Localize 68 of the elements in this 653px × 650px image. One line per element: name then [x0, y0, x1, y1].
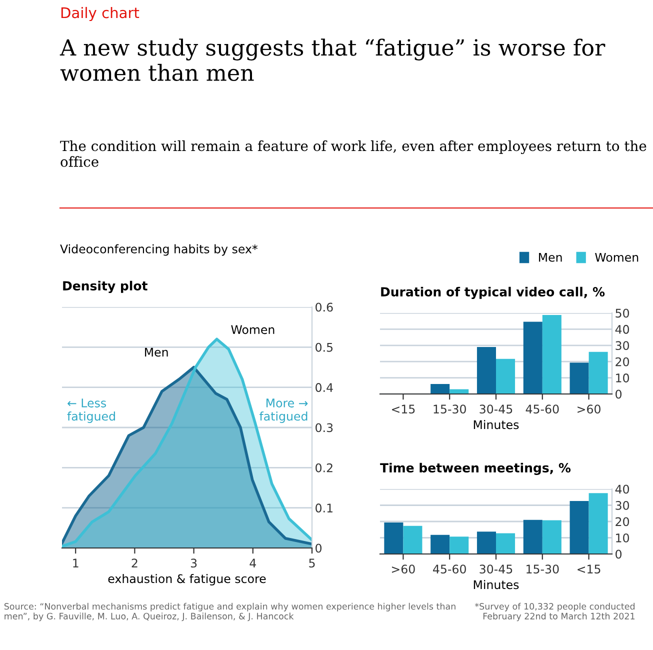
y-tick-label: 0.2 [316, 463, 332, 472]
bar [496, 533, 516, 554]
bar [570, 501, 589, 554]
text: Daily chart [61, 6, 140, 22]
text: Videoconferencing habits by sex* [60, 244, 258, 256]
y-tick-label: 0 [616, 550, 622, 559]
bar [476, 532, 496, 554]
y-tick-label: 40 [615, 484, 630, 494]
bar [588, 352, 608, 394]
y-tick-label: 20 [616, 357, 630, 366]
x-tick-label: 15-30 [526, 564, 559, 574]
bar [523, 322, 542, 394]
bar [570, 362, 589, 394]
x-tick-label: 5 [309, 558, 315, 568]
bar [542, 314, 562, 394]
text: Men [145, 348, 168, 357]
y-tick-label: 0 [616, 390, 622, 399]
y-tick-label: 0.4 [316, 383, 333, 392]
x-tick-label: 4 [250, 558, 256, 568]
text: A new study suggests that “fatigue” is worse for women than men [60, 38, 606, 82]
x-tick-label: 15-30 [434, 404, 466, 414]
source-note: Source: “Nonverbal mechanisms predict fatigue and explain why women experience higher levels than men”, by G. Fauville, M. Luo, A. Queiroz, J. Bailenson, & J. Hancock [4, 602, 456, 622]
annotation: More → fatigued [259, 398, 308, 423]
y-tick-label: 30 [616, 341, 630, 350]
text: *Survey of 10,332 people conducted February 22nd to March 12th 2021 [474, 602, 635, 622]
series-label: Women [231, 325, 274, 334]
x-axis-title: exhaustion & fatigue score [108, 574, 266, 586]
text: The condition will remain a feature of work life, even after employees return to the office [60, 140, 646, 167]
x-tick-label: 1 [73, 558, 78, 568]
y-tick-label: 30 [616, 500, 630, 510]
x-tick-label: <15 [392, 404, 415, 414]
legend-label: Men [539, 252, 562, 262]
x-tick-label: <15 [578, 564, 600, 574]
chart-title: Duration of typical video call, % [381, 286, 605, 300]
y-tick-label: 0.5 [316, 342, 333, 352]
bar [496, 358, 516, 394]
x-tick-label: >60 [578, 404, 600, 414]
x-axis-title: Minutes [474, 420, 519, 430]
x-tick-label: 45-60 [526, 404, 559, 414]
chart-title: Time between meetings, % [380, 462, 571, 476]
y-tick-label: 0.3 [316, 423, 333, 432]
y-tick-label: 50 [616, 308, 630, 318]
annotation: ← Less fatigued [67, 398, 115, 423]
bar [523, 520, 542, 554]
y-tick-label: 0.1 [316, 504, 332, 512]
x-axis-title: Minutes [474, 580, 519, 590]
x-tick-label: 3 [190, 558, 197, 568]
bar [384, 522, 404, 554]
x-tick-label: >60 [392, 564, 415, 574]
bar [542, 520, 562, 554]
y-tick-label: 40 [615, 324, 630, 334]
y-tick-label: 0 [316, 544, 322, 553]
x-tick-label: 30-45 [480, 404, 512, 414]
bar [450, 536, 469, 554]
bar [403, 526, 422, 554]
y-tick-label: 0.6 [316, 302, 333, 312]
chart-title: Density plot [63, 280, 148, 294]
x-tick-label: 45-60 [433, 564, 466, 574]
bar [430, 534, 450, 554]
bar [588, 493, 608, 554]
y-tick-label: 20 [616, 517, 630, 526]
bar [476, 347, 496, 394]
y-tick-label: 10 [616, 533, 630, 542]
y-tick-label: 10 [616, 374, 630, 382]
legend-label: Women [595, 252, 638, 262]
x-tick-label: 2 [132, 558, 138, 568]
x-tick-label: 30-45 [480, 564, 512, 574]
bar [430, 384, 450, 394]
